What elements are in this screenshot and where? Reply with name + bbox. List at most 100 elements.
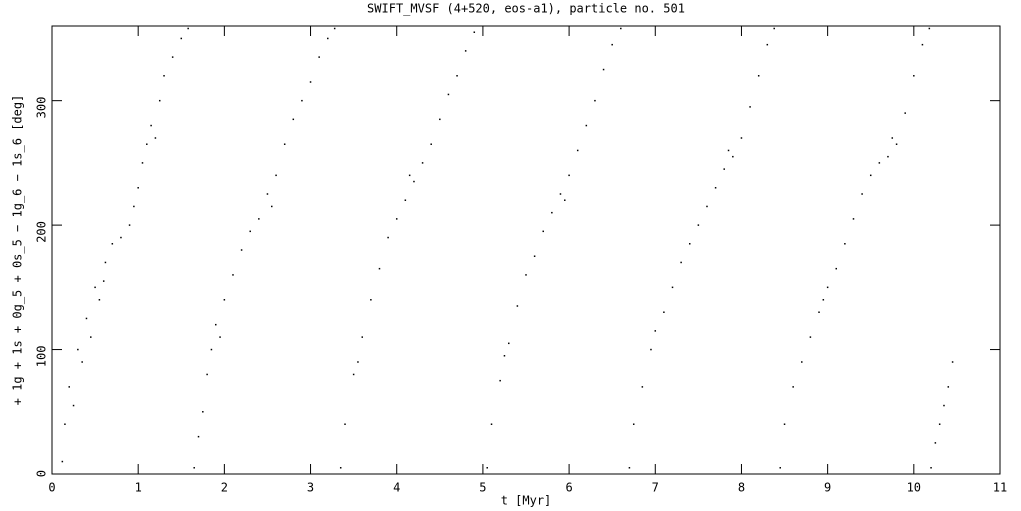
point: [64, 423, 66, 425]
point: [266, 193, 269, 195]
point: [779, 467, 781, 469]
x-tick-label: 11: [993, 481, 1007, 495]
point: [146, 143, 148, 145]
point: [154, 137, 157, 139]
point: [533, 255, 536, 257]
y-tick-label: 300: [35, 97, 49, 119]
point: [641, 386, 644, 388]
point: [271, 205, 273, 208]
point: [891, 137, 894, 139]
x-tick-label: 10: [907, 481, 921, 495]
point: [141, 162, 144, 164]
point: [309, 81, 312, 83]
point: [801, 361, 803, 363]
point: [516, 305, 519, 307]
point: [697, 224, 700, 226]
point: [663, 311, 665, 313]
point: [111, 243, 114, 245]
point: [928, 27, 931, 30]
point: [344, 423, 346, 425]
point: [887, 155, 889, 158]
point: [357, 361, 359, 363]
x-tick-label: 6: [565, 481, 572, 495]
y-tick-label: 200: [35, 221, 49, 243]
x-tick-label: 4: [393, 481, 400, 495]
point: [395, 218, 398, 220]
point: [822, 299, 825, 301]
point: [611, 43, 613, 46]
point: [503, 355, 506, 357]
point: [197, 435, 200, 438]
point: [835, 267, 838, 270]
point: [943, 404, 945, 407]
point: [456, 75, 458, 77]
point: [727, 149, 730, 152]
point: [559, 193, 562, 195]
point: [163, 75, 165, 77]
point: [275, 174, 277, 177]
point: [818, 311, 820, 313]
x-axis-label: t [Myr]: [501, 494, 552, 508]
point: [85, 317, 88, 320]
point: [90, 336, 92, 338]
point: [930, 467, 932, 469]
point: [576, 149, 579, 152]
point: [723, 168, 725, 170]
point: [650, 348, 652, 351]
point: [564, 199, 566, 201]
point: [632, 423, 635, 425]
point: [602, 68, 605, 71]
point: [464, 50, 467, 52]
x-tick-label: 9: [824, 481, 831, 495]
point: [128, 224, 131, 226]
point: [773, 27, 775, 30]
point: [934, 442, 937, 444]
point: [439, 118, 441, 121]
point: [370, 299, 372, 301]
point: [408, 174, 411, 177]
chart-title: SWIFT_MVSF (4+520, eos-a1), particle no.…: [367, 2, 685, 16]
point: [749, 106, 751, 108]
point: [499, 379, 501, 382]
point: [473, 31, 476, 33]
x-tick-label: 0: [48, 481, 55, 495]
point: [654, 330, 657, 332]
point: [120, 236, 122, 239]
point: [525, 274, 527, 276]
point: [258, 218, 260, 220]
point: [193, 467, 195, 469]
point: [98, 299, 101, 301]
point: [447, 93, 450, 96]
point: [594, 99, 596, 102]
point: [947, 386, 950, 388]
x-tick-label: 7: [652, 481, 659, 495]
point: [861, 193, 863, 195]
point: [292, 118, 295, 121]
point: [895, 143, 898, 145]
plot-frame: [51, 25, 1001, 475]
point: [249, 230, 251, 233]
point: [706, 205, 708, 208]
point: [378, 267, 381, 270]
point: [283, 143, 286, 145]
point: [158, 99, 161, 102]
point: [938, 423, 941, 425]
point: [490, 423, 493, 425]
point: [913, 75, 915, 77]
y-axis-label: + 1g + 1s + 0g_5 + 0s_5 − 1g_6 − 1s_6 [d…: [11, 95, 25, 406]
point: [826, 286, 829, 289]
point: [878, 162, 881, 164]
point: [486, 467, 488, 469]
point: [104, 261, 107, 264]
point: [568, 174, 570, 177]
point: [240, 249, 243, 251]
point: [318, 56, 320, 58]
y-tick-label: 0: [35, 470, 49, 477]
point: [361, 336, 364, 338]
point: [628, 467, 631, 469]
point: [72, 404, 75, 407]
point: [792, 386, 794, 388]
point: [844, 243, 846, 245]
point: [333, 27, 336, 30]
